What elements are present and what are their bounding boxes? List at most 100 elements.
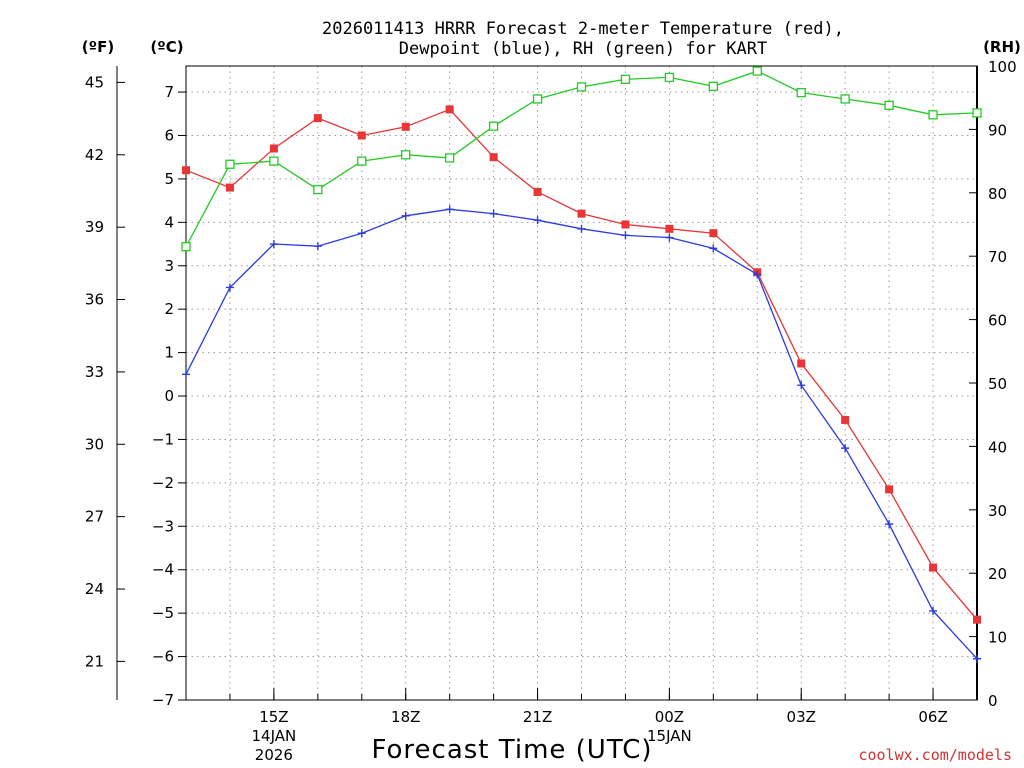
x-tick-date-label: 14JAN bbox=[252, 727, 297, 745]
x-axis-title: Forecast Time (UTC) bbox=[371, 735, 652, 765]
dewpoint-point bbox=[357, 229, 366, 238]
temperature-line bbox=[185, 108, 978, 621]
rh-point bbox=[576, 82, 587, 92]
chart-title-line-1: 2026011413 HRRR Forecast 2-meter Tempera… bbox=[322, 19, 844, 39]
rh-tick-label: 90 bbox=[988, 121, 1007, 139]
rh-tick-label: 20 bbox=[988, 565, 1007, 583]
rh-tick-label: 60 bbox=[988, 312, 1007, 330]
tick-labels: −7−6−5−4−3−2−101234567212427303336394245… bbox=[85, 58, 1017, 764]
rh-tick-label: 10 bbox=[988, 629, 1007, 647]
temperature-point bbox=[797, 359, 806, 368]
grid-lines bbox=[185, 66, 978, 701]
dewpoint-point bbox=[401, 211, 410, 220]
rh-point bbox=[225, 159, 235, 169]
rh-tick-label: 40 bbox=[988, 438, 1007, 456]
temperature-point bbox=[401, 122, 410, 131]
celsius-unit-label: (ºC) bbox=[150, 38, 183, 56]
rh-point bbox=[532, 94, 543, 104]
dewpoint-point bbox=[797, 381, 806, 390]
celsius-tick-label: −1 bbox=[152, 430, 174, 448]
dewpoint-point bbox=[841, 444, 850, 453]
x-tick-label: 15Z bbox=[259, 708, 288, 726]
x-tick-label: 03Z bbox=[787, 708, 816, 726]
fahrenheit-tick-label: 45 bbox=[85, 73, 104, 91]
dewpoint-point bbox=[929, 606, 938, 615]
celsius-tick-label: 1 bbox=[164, 344, 174, 362]
x-tick-date-label: 15JAN bbox=[647, 727, 692, 745]
rh-tick-label: 0 bbox=[988, 692, 998, 710]
celsius-tick-label: −6 bbox=[152, 648, 174, 666]
fahrenheit-tick-label: 21 bbox=[85, 652, 104, 670]
dewpoint-point bbox=[225, 283, 234, 292]
dewpoint-point bbox=[269, 240, 278, 249]
fahrenheit-tick-label: 30 bbox=[85, 435, 104, 453]
fahrenheit-tick-label: 27 bbox=[85, 508, 104, 526]
temperature-point bbox=[621, 220, 630, 229]
temperature-point bbox=[929, 563, 938, 572]
rh-unit-label: (RH) bbox=[983, 38, 1021, 56]
celsius-tick-label: −2 bbox=[152, 474, 174, 492]
rh-point bbox=[488, 121, 499, 131]
celsius-tick-label: 0 bbox=[164, 387, 174, 405]
x-tick-label: 18Z bbox=[391, 708, 420, 726]
dewpoint-point bbox=[313, 242, 322, 251]
temperature-point bbox=[973, 615, 981, 624]
temperature-point bbox=[313, 114, 322, 123]
celsius-tick-label: 5 bbox=[164, 170, 174, 188]
dewpoint-point bbox=[182, 370, 190, 379]
rh-point bbox=[840, 94, 850, 104]
rh-point bbox=[313, 184, 323, 195]
dewpoint-point bbox=[709, 244, 718, 253]
source-credit: coolwx.com/models bbox=[858, 746, 1012, 764]
fahrenheit-tick-label: 33 bbox=[85, 363, 104, 381]
dewpoint-point bbox=[621, 231, 630, 240]
temperature-point bbox=[489, 153, 498, 162]
x-tick-label: 21Z bbox=[523, 708, 552, 726]
rh-point bbox=[181, 242, 191, 252]
celsius-tick-label: 4 bbox=[164, 213, 174, 231]
rh-point bbox=[664, 72, 675, 83]
temperature-point bbox=[225, 183, 234, 192]
data-series bbox=[181, 66, 982, 663]
celsius-tick-label: −7 bbox=[152, 691, 174, 709]
celsius-tick-label: 3 bbox=[164, 257, 174, 275]
chart-title-line-2: Dewpoint (blue), RH (green) for KART bbox=[399, 39, 767, 59]
rh-point bbox=[708, 81, 718, 91]
celsius-tick-label: −4 bbox=[152, 561, 174, 579]
rh-point bbox=[401, 150, 411, 160]
x-tick-label: 06Z bbox=[918, 708, 947, 726]
dewpoint-point bbox=[445, 205, 454, 214]
rh-point bbox=[928, 110, 938, 120]
dewpoint-point bbox=[577, 224, 586, 233]
dewpoint-line bbox=[185, 208, 978, 660]
celsius-tick-label: 2 bbox=[164, 300, 174, 318]
fahrenheit-tick-label: 39 bbox=[85, 218, 104, 236]
temperature-point bbox=[445, 105, 454, 114]
rh-tick-label: 100 bbox=[988, 58, 1017, 76]
axes bbox=[116, 65, 978, 701]
dewpoint-point bbox=[489, 209, 498, 218]
temperature-point bbox=[709, 229, 718, 238]
dewpoint-point bbox=[665, 233, 674, 242]
temperature-point bbox=[533, 187, 542, 196]
fahrenheit-tick-label: 42 bbox=[85, 146, 104, 164]
celsius-tick-label: −3 bbox=[152, 517, 174, 535]
rh-tick-label: 80 bbox=[988, 185, 1007, 203]
rh-point bbox=[796, 87, 806, 98]
fahrenheit-tick-label: 24 bbox=[85, 580, 104, 598]
rh-point bbox=[752, 66, 762, 76]
rh-point bbox=[884, 100, 894, 110]
dewpoint-point bbox=[885, 520, 894, 529]
celsius-tick-label: 6 bbox=[164, 126, 174, 144]
rh-point bbox=[972, 108, 982, 118]
celsius-tick-label: 7 bbox=[164, 83, 174, 101]
temperature-point bbox=[269, 144, 278, 153]
temperature-point bbox=[577, 209, 586, 218]
celsius-tick-label: −5 bbox=[152, 604, 174, 622]
plot-frame bbox=[185, 65, 978, 701]
x-tick-year-label: 2026 bbox=[255, 746, 293, 764]
temperature-point bbox=[357, 131, 366, 140]
x-tick-label: 00Z bbox=[655, 708, 684, 726]
temperature-point bbox=[182, 166, 190, 175]
